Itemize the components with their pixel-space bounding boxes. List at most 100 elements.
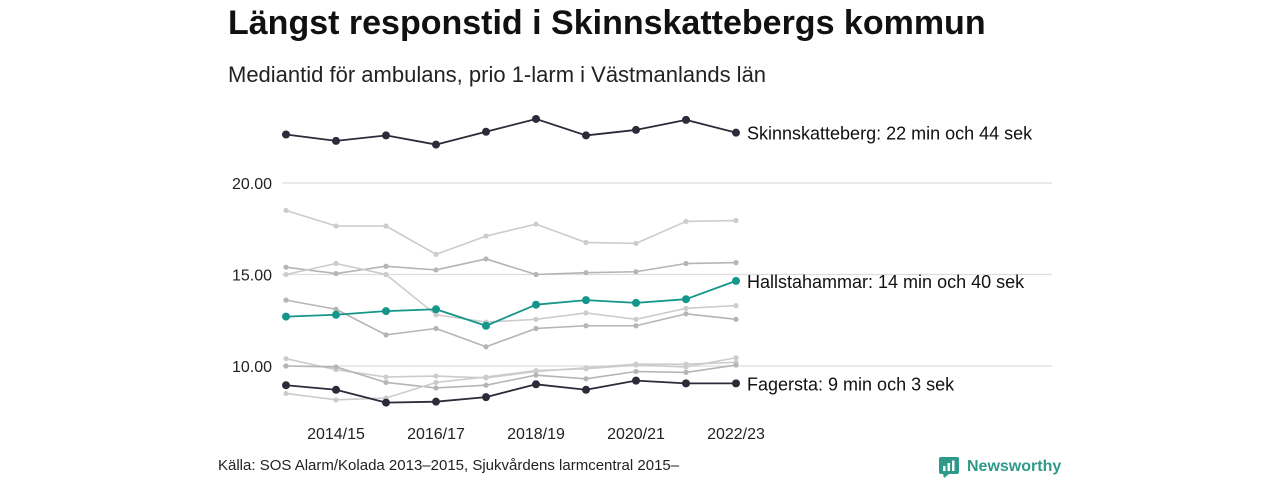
data-point-other [583, 239, 589, 246]
data-point-other [333, 306, 339, 312]
chart-title: Längst responstid i Skinnskattebergs kom… [228, 4, 986, 42]
data-point-other [683, 260, 689, 267]
brand-name: Newsworthy [967, 458, 1062, 475]
chart-subtitle: Mediantid för ambulans, prio 1-larm i Vä… [228, 62, 767, 87]
data-point-other [683, 311, 689, 317]
x-tick-label: 2014/15 [307, 426, 365, 443]
data-point-other [733, 355, 739, 361]
data-point-other [333, 397, 339, 403]
data-point-fagersta [682, 379, 690, 388]
series-line-skinnskatteberg [285, 118, 737, 146]
data-point-hallstahammar [282, 312, 290, 321]
source-note: Källa: SOS Alarm/Kolada 2013–2015, Sjukv… [218, 457, 680, 474]
data-point-other [683, 364, 689, 370]
data-point-other [483, 374, 489, 380]
data-point-hallstahammar [732, 276, 740, 285]
data-point-other [683, 218, 689, 225]
data-point-other [733, 217, 739, 224]
data-point-skinnskatteberg [432, 140, 440, 149]
data-point-other [483, 256, 489, 262]
data-point-other [333, 260, 339, 267]
data-point-fagersta [332, 385, 340, 394]
brand-logo[interactable]: Newsworthy [938, 456, 1061, 478]
data-point-skinnskatteberg [482, 127, 490, 136]
data-point-other [283, 390, 289, 397]
series-line-other [285, 299, 737, 348]
data-point-fagersta [482, 393, 490, 402]
series-label-hallstahammar: Hallstahammar: 14 min och 40 sek [747, 272, 1025, 292]
series-line-fagersta [285, 379, 736, 404]
data-point-other [583, 270, 589, 276]
data-point-fagersta [582, 385, 590, 394]
data-point-other [383, 332, 389, 338]
data-point-other [533, 271, 539, 278]
data-point-other [533, 316, 539, 322]
data-point-other [433, 379, 439, 386]
data-point-hallstahammar [532, 300, 540, 309]
data-point-other [733, 303, 739, 309]
data-point-other [383, 374, 389, 380]
series-line-other [285, 356, 737, 401]
data-point-other [633, 368, 639, 375]
data-point-other [633, 269, 639, 275]
data-point-other [633, 316, 639, 322]
series-line-other [285, 258, 737, 276]
data-point-hallstahammar [382, 307, 390, 316]
data-point-other [633, 323, 639, 329]
data-point-skinnskatteberg [532, 114, 540, 123]
data-point-other [733, 362, 739, 368]
data-point-hallstahammar [682, 295, 690, 304]
x-tick-label: 2018/19 [507, 426, 565, 443]
series-line-other [285, 262, 737, 323]
y-tick-label: 10.00 [232, 359, 272, 376]
data-point-fagersta [282, 381, 290, 390]
data-point-other [283, 297, 289, 303]
x-tick-label: 2016/17 [407, 426, 465, 443]
data-point-hallstahammar [432, 305, 440, 314]
data-point-fagersta [532, 380, 540, 389]
data-point-other [583, 366, 589, 372]
data-point-fagersta [382, 398, 390, 407]
data-point-other [283, 363, 289, 369]
data-point-other [383, 271, 389, 278]
data-point-skinnskatteberg [582, 131, 590, 140]
data-point-other [633, 362, 639, 368]
data-point-skinnskatteberg [382, 131, 390, 140]
data-point-other [483, 344, 489, 350]
series-line-other [285, 209, 737, 256]
data-point-fagersta [432, 397, 440, 406]
data-point-other [283, 356, 289, 362]
data-point-other [733, 260, 739, 266]
newsworthy-logo-icon [939, 457, 959, 478]
data-point-other [283, 207, 289, 214]
series-line-other [285, 357, 737, 379]
series-line-other [285, 364, 737, 389]
data-point-fagersta [732, 379, 740, 388]
data-point-skinnskatteberg [632, 125, 640, 134]
data-point-other [333, 223, 339, 229]
data-point-other [483, 382, 489, 388]
data-point-hallstahammar [632, 298, 640, 307]
data-point-other [433, 267, 439, 273]
data-point-other [283, 271, 289, 278]
data-point-other [333, 270, 339, 277]
data-point-skinnskatteberg [282, 130, 290, 139]
other-series-group [283, 207, 739, 403]
axis-ticks: 10.00 15.00 20.00 2014/15 2016/17 2018/19 2020… [232, 176, 765, 443]
data-point-skinnskatteberg [682, 115, 690, 124]
data-point-other [633, 240, 639, 246]
data-point-other [583, 310, 589, 316]
data-labels: Skinnskatteberg: 22 min och 44 sek Hallst… [747, 124, 1033, 395]
data-point-other [383, 263, 389, 269]
series-label-skinnskatteberg: Skinnskatteberg: 22 min och 44 sek [747, 124, 1033, 144]
data-point-other [733, 316, 739, 322]
data-point-other [683, 305, 689, 311]
data-point-other [533, 372, 539, 378]
data-point-other [433, 373, 439, 379]
series-label-fagersta: Fagersta: 9 min och 3 sek [747, 374, 955, 394]
x-tick-label: 2020/21 [607, 426, 665, 443]
data-point-skinnskatteberg [332, 136, 340, 145]
data-point-other [333, 364, 339, 370]
data-point-fagersta [632, 376, 640, 385]
